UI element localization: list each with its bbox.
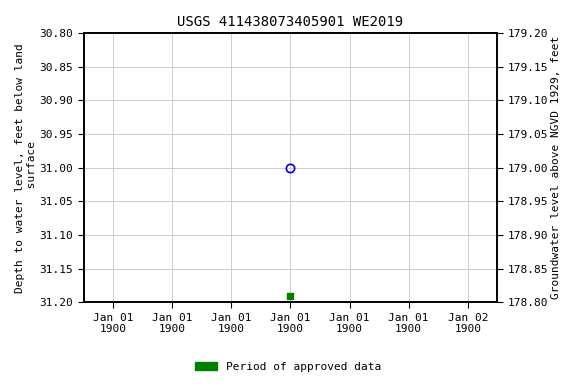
Title: USGS 411438073405901 WE2019: USGS 411438073405901 WE2019 — [177, 15, 403, 29]
Legend: Period of approved data: Period of approved data — [191, 358, 385, 377]
Y-axis label: Depth to water level, feet below land
 surface: Depth to water level, feet below land su… — [15, 43, 37, 293]
Y-axis label: Groundwater level above NGVD 1929, feet: Groundwater level above NGVD 1929, feet — [551, 36, 561, 299]
